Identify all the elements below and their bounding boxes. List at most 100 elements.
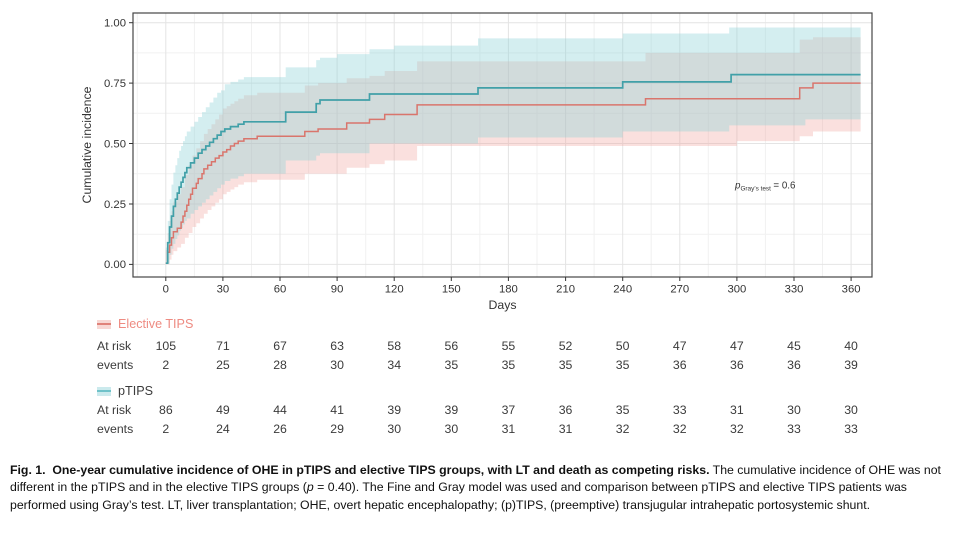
- x-tick-label: 0: [163, 284, 169, 296]
- at-risk-count: 67: [273, 339, 287, 353]
- x-tick-label: 270: [670, 284, 689, 296]
- events-count: 2: [162, 358, 170, 372]
- elective-tips-legend-swatch: [97, 319, 111, 329]
- events-count: 34: [387, 358, 402, 372]
- at-risk-count: 86: [158, 403, 173, 417]
- at-risk-count: 31: [730, 403, 744, 417]
- events-count: 36: [672, 358, 687, 372]
- x-tick-label: 60: [274, 284, 287, 296]
- p-value-annotation: pGray’s test = 0.6: [734, 180, 796, 192]
- x-tick-label: 90: [331, 284, 344, 296]
- events-count: 25: [216, 358, 230, 372]
- events-count: 35: [444, 358, 459, 372]
- ptips-legend: pTIPS: [97, 384, 153, 398]
- at-risk-count: 33: [672, 403, 687, 417]
- at-risk-count: 37: [501, 403, 516, 417]
- y-axis-title: Cumulative incidence: [80, 86, 94, 203]
- events-count: 32: [672, 422, 687, 436]
- at-risk-count: 49: [216, 403, 230, 417]
- at-risk-count: 39: [387, 403, 402, 417]
- events-count: 39: [844, 358, 858, 372]
- at-risk-count: 63: [330, 339, 344, 353]
- at-risk-row-label: At risk: [97, 403, 132, 417]
- at-risk-count: 40: [844, 339, 858, 353]
- at-risk-count: 36: [558, 403, 573, 417]
- events-count: 35: [615, 358, 630, 372]
- y-tick-label: 1.00: [104, 18, 126, 30]
- at-risk-count: 47: [730, 339, 744, 353]
- y-tick-label: 0.75: [104, 78, 126, 90]
- events-count: 2: [162, 422, 170, 436]
- figure-caption: Fig. 1. One-year cumulative incidence of…: [10, 462, 954, 514]
- y-tick-label: 0.50: [104, 138, 126, 150]
- ci-bands: [165, 27, 861, 264]
- caption-text-2: = 0.40). The Fine and Gray model was use…: [10, 480, 911, 512]
- at-risk-count: 71: [216, 339, 230, 353]
- x-tick-label: 120: [385, 284, 404, 296]
- ptips-legend-line: [97, 390, 111, 392]
- events-row-label: events: [97, 358, 134, 372]
- at-risk-count: 39: [444, 403, 459, 417]
- at-risk-count: 35: [615, 403, 630, 417]
- events-count: 31: [558, 422, 573, 436]
- caption-title: Fig. 1. One-year cumulative incidence of…: [10, 463, 710, 477]
- events-count: 28: [273, 358, 287, 372]
- elective-tips-curve: [165, 82, 861, 264]
- y-tick-label: 0.25: [104, 199, 126, 211]
- cumulative-incidence-chart: 0 30 60 90 120 150 180 210 240 270 300 330 360 0.00 0.…: [80, 12, 873, 312]
- ptips-legend-label: pTIPS: [118, 384, 153, 398]
- x-tick-label: 330: [785, 284, 804, 296]
- events-count: 36: [787, 358, 801, 372]
- at-risk-count: 45: [787, 339, 801, 353]
- curves: [165, 73, 861, 265]
- events-count: 35: [501, 358, 516, 372]
- ptips-ci-band: [165, 27, 861, 264]
- x-tick-label: 150: [442, 284, 461, 296]
- x-tick-label: 30: [217, 284, 230, 296]
- at-risk-count: 30: [787, 403, 801, 417]
- events-count: 26: [273, 422, 287, 436]
- events-count: 36: [730, 358, 744, 372]
- events-count: 31: [501, 422, 516, 436]
- at-risk-count: 105: [155, 339, 177, 353]
- at-risk-count: 47: [672, 339, 687, 353]
- at-risk-count: 30: [844, 403, 858, 417]
- at-risk-count: 41: [330, 403, 344, 417]
- at-risk-count: 52: [558, 339, 573, 353]
- events-count: 32: [615, 422, 630, 436]
- events-count: 32: [730, 422, 744, 436]
- x-tick-label: 210: [556, 284, 575, 296]
- at-risk-count: 50: [615, 339, 630, 353]
- at-risk-count: 58: [387, 339, 402, 353]
- events-count: 30: [330, 358, 344, 372]
- events-count: 24: [216, 422, 230, 436]
- at-risk-count: 44: [273, 403, 287, 417]
- at-risk-count: 55: [501, 339, 516, 353]
- elective-tips-ci-band: [165, 37, 861, 264]
- axes: 0 30 60 90 120 150 180 210 240 270 300 330 360 0.00 0.…: [104, 18, 861, 296]
- x-tick-label: 240: [613, 284, 632, 296]
- x-axis-title: Days: [488, 298, 516, 312]
- events-count: 33: [787, 422, 801, 436]
- plot-panel: [133, 13, 872, 277]
- ptips-legend-swatch: [97, 386, 111, 396]
- y-tick-label: 0.00: [104, 259, 126, 271]
- events-count: 33: [844, 422, 858, 436]
- caption-p-italic: p: [306, 480, 314, 495]
- events-count: 30: [444, 422, 459, 436]
- gridlines: [133, 13, 872, 277]
- events-count: 29: [330, 422, 344, 436]
- elective-tips-legend-line: [97, 323, 111, 325]
- events-row-label: events: [97, 422, 134, 436]
- x-tick-label: 300: [727, 284, 746, 296]
- at-risk-row-label: At risk: [97, 339, 132, 353]
- elective-tips-legend: Elective TIPS: [97, 317, 193, 331]
- events-count: 30: [387, 422, 402, 436]
- elective-tips-legend-label: Elective TIPS: [118, 317, 194, 331]
- panel-border: [132, 12, 873, 278]
- at-risk-count: 56: [444, 339, 459, 353]
- x-tick-label: 180: [499, 284, 518, 296]
- x-tick-label: 360: [842, 284, 861, 296]
- caption-text: The cumulative incidence of OHE was not …: [10, 463, 945, 495]
